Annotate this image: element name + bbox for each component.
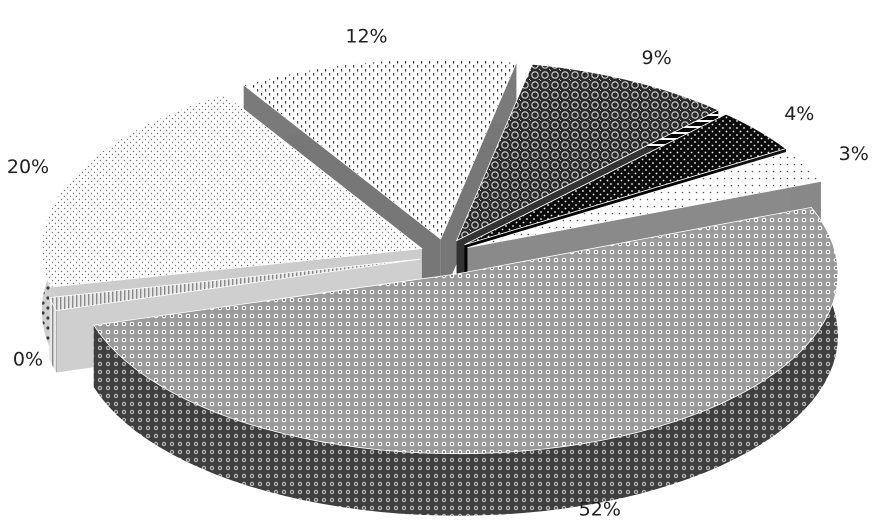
slice-label: 4% [784, 103, 814, 125]
slice-label: 20% [7, 156, 49, 178]
pie-slice-side [93, 207, 839, 516]
pie-slice-top [48, 258, 421, 311]
pie-slice-top [41, 94, 423, 288]
pie-slice-top [242, 58, 517, 240]
pie-labels: 12% 9% 4% 3% 20% 0% 52% [7, 25, 869, 520]
slice-label: 0% [13, 349, 43, 371]
pie-slice-side [49, 297, 57, 373]
pie-slices [41, 58, 839, 516]
slice-label: 52% [579, 499, 621, 520]
pie-slice-top [464, 113, 787, 246]
pie-slice [93, 206, 839, 516]
pie-slice-top [93, 206, 839, 455]
pie-slice-top [455, 63, 720, 242]
pie-slice-top [467, 151, 822, 249]
slice-label: 9% [642, 47, 672, 69]
slice-label: 12% [345, 25, 387, 47]
slice-label: 3% [839, 143, 869, 165]
